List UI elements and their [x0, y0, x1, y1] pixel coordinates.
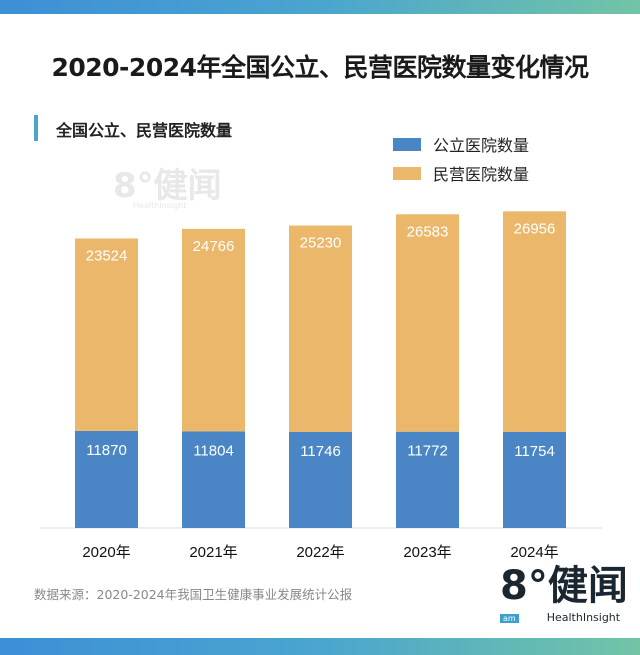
- legend-label-private: 民营医院数量: [433, 165, 530, 184]
- bar-private-3: [396, 214, 459, 432]
- legend-item-private: 民营医院数量: [393, 161, 529, 185]
- data-label: 25230: [300, 235, 342, 252]
- bar-public-3: [396, 431, 459, 528]
- legend-swatch-public: [393, 137, 421, 151]
- x-tick-label: 2024年: [510, 544, 558, 561]
- page-title: 2020-2024年全国公立、民营医院数量变化情况: [51, 53, 589, 82]
- data-label: 23524: [86, 247, 128, 264]
- x-tick-label: 2021年: [189, 544, 237, 561]
- data-label: 11772: [407, 443, 448, 460]
- data-label: 11804: [193, 442, 234, 459]
- bar-private-0: [75, 238, 138, 431]
- bar-private-4: [503, 211, 566, 432]
- data-label: 11870: [86, 442, 127, 459]
- top-gradient-bar: [0, 0, 640, 14]
- subtitle-accent: [34, 115, 38, 141]
- data-source: 数据来源：2020-2024年我国卫生健康事业发展统计公报: [34, 587, 353, 602]
- bar-public-2: [289, 431, 352, 528]
- brand-logo: 8°健闻 am HealthInsight: [500, 563, 628, 624]
- bar-private-2: [289, 225, 352, 432]
- bar-public-1: [182, 431, 245, 528]
- legend-label-public: 公立医院数量: [433, 136, 530, 155]
- data-label: 11746: [300, 443, 341, 460]
- chart-subtitle: 全国公立、民营医院数量: [56, 121, 233, 140]
- bar-private-1: [182, 228, 245, 432]
- x-tick-label: 2020年: [82, 544, 130, 561]
- legend-swatch-private: [393, 166, 421, 180]
- data-label: 11754: [514, 443, 555, 460]
- bar-public-4: [503, 431, 566, 528]
- bottom-gradient-bar: [0, 638, 640, 655]
- legend-item-public: 公立医院数量: [393, 132, 529, 156]
- x-tick-label: 2022年: [296, 544, 344, 561]
- data-label: 26583: [407, 223, 449, 240]
- data-label: 24766: [193, 238, 235, 255]
- watermark-logo: 8°健闻 HealthInsight: [113, 166, 222, 210]
- bar-public-0: [75, 430, 138, 528]
- data-label: 26956: [514, 220, 556, 237]
- x-tick-label: 2023年: [403, 544, 451, 561]
